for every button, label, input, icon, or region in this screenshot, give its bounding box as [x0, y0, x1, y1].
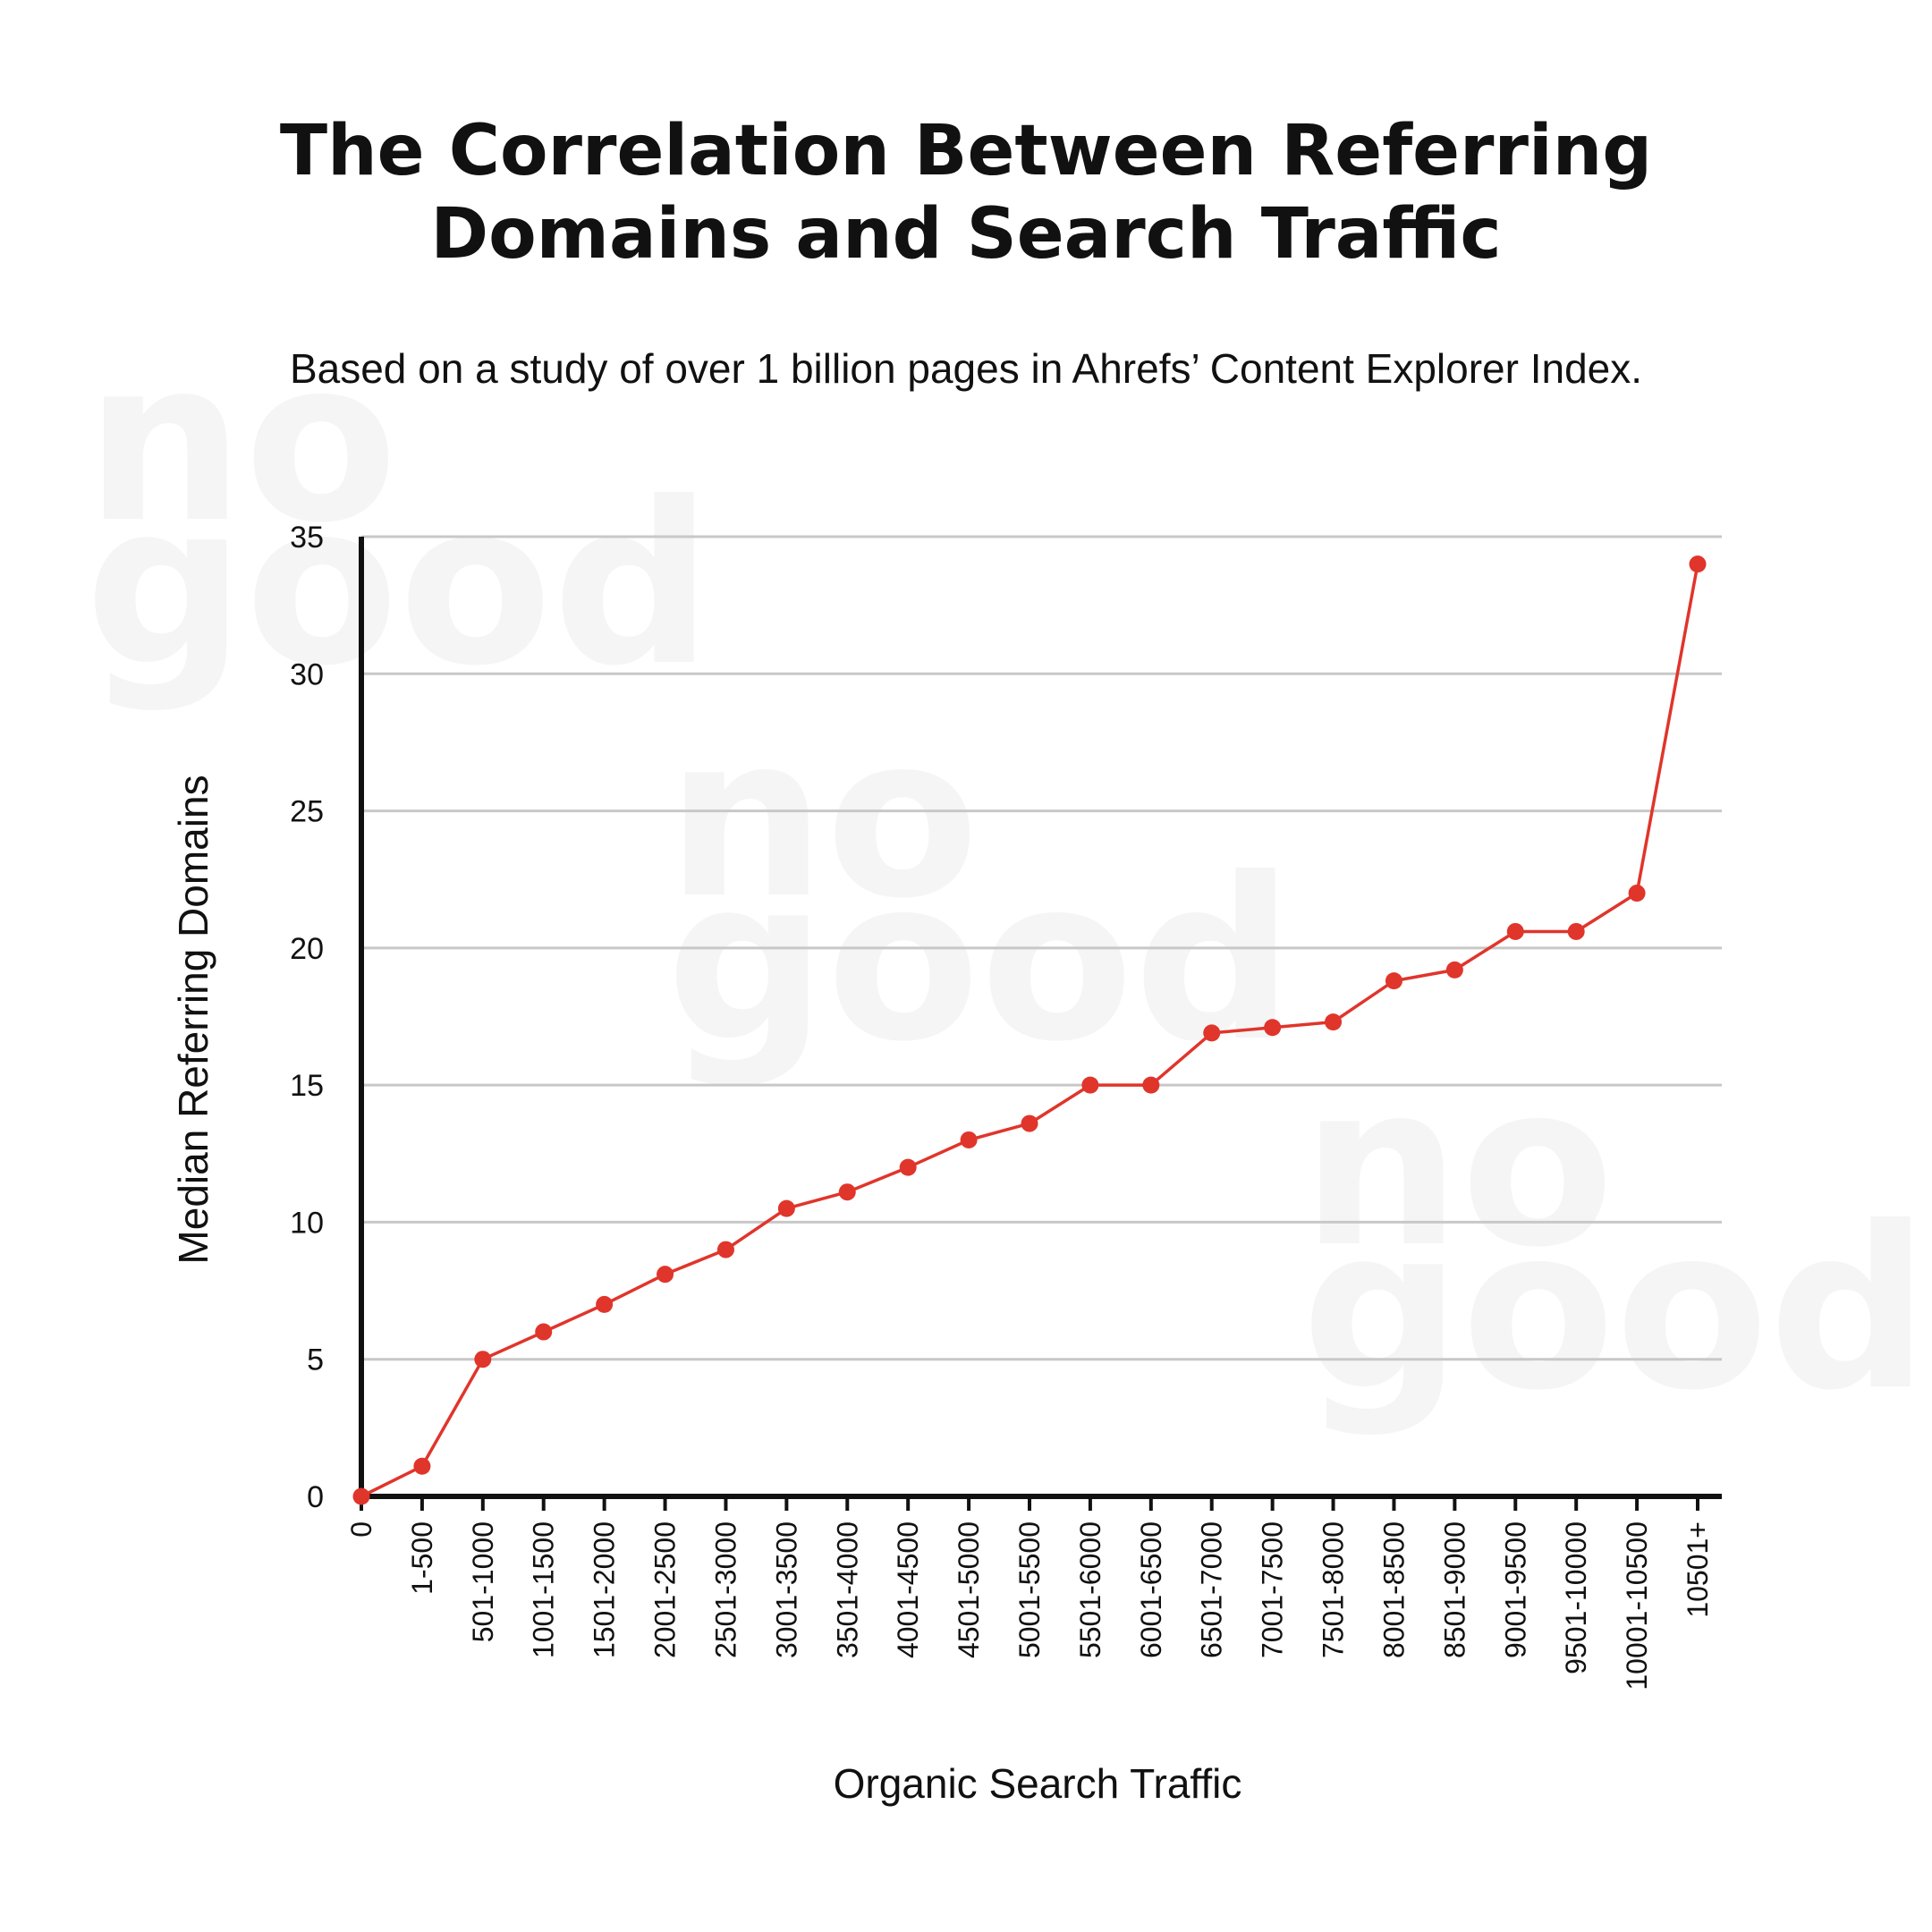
y-tick-label-25: 25	[290, 795, 324, 829]
watermark-good-0: good	[85, 454, 712, 715]
data-point-18	[1445, 961, 1463, 979]
watermark-no-0: no	[85, 311, 398, 572]
chart-title-line-2: Domains and Search Traffic	[430, 194, 1501, 275]
data-point-15	[1264, 1019, 1282, 1037]
y-tick-label-20: 20	[290, 932, 324, 966]
data-point-17	[1385, 972, 1402, 990]
gridlines	[361, 535, 1722, 1361]
axes	[359, 537, 1722, 1499]
y-tick-label-5: 5	[307, 1343, 324, 1377]
x-tick-label-11: 5001-5500	[1013, 1521, 1046, 1658]
x-tick-label-7: 3001-3500	[770, 1521, 802, 1658]
data-point-21	[1628, 885, 1646, 902]
data-point-16	[1325, 1013, 1343, 1031]
data-point-10	[960, 1131, 978, 1148]
x-tick-label-22: 10501+	[1682, 1521, 1714, 1618]
data-point-2	[474, 1351, 492, 1368]
x-tick-label-8: 3501-4000	[831, 1521, 863, 1658]
y-tick-label-15: 15	[290, 1069, 324, 1103]
x-tick-label-2: 501-1000	[467, 1521, 499, 1642]
watermark-no-1: no	[666, 687, 979, 947]
data-point-19	[1506, 922, 1524, 940]
x-tick-label-14: 6501-7000	[1196, 1521, 1228, 1658]
x-tick-label-9: 4001-4500	[892, 1521, 924, 1658]
x-tick-label-15: 7001-7500	[1257, 1521, 1289, 1658]
x-tick-label-3: 1001-1500	[528, 1521, 560, 1658]
series	[352, 555, 1707, 1505]
x-tick-label-21: 10001-10500	[1621, 1521, 1653, 1690]
x-tick-label-18: 8501-9000	[1438, 1521, 1470, 1658]
data-point-13	[1142, 1076, 1160, 1094]
x-tick-label-1: 1-500	[406, 1521, 438, 1595]
x-tick-label-19: 9001-9500	[1499, 1521, 1531, 1658]
data-point-8	[838, 1183, 856, 1201]
data-point-6	[716, 1241, 734, 1258]
data-point-0	[352, 1487, 370, 1505]
chart-title-line-1: The Correlation Between Referring	[280, 111, 1652, 191]
data-point-7	[777, 1199, 795, 1217]
x-tick-label-10: 4501-5000	[953, 1521, 985, 1658]
y-tick-label-10: 10	[290, 1206, 324, 1240]
x-axis-title: Organic Search Traffic	[834, 1760, 1242, 1807]
data-point-4	[596, 1295, 614, 1313]
x-tick-label-5: 2001-2500	[649, 1521, 682, 1658]
data-point-5	[657, 1266, 674, 1284]
watermark-good-1: good	[666, 830, 1293, 1090]
x-tick-label-20: 9501-10000	[1560, 1521, 1592, 1674]
data-point-22	[1689, 555, 1707, 573]
data-point-11	[1021, 1114, 1038, 1132]
y-axis-title: Median Referring Domains	[170, 775, 216, 1264]
chart-subtitle: Based on a study of over 1 billion pages…	[290, 345, 1642, 392]
x-tick-label-17: 8001-8500	[1377, 1521, 1410, 1658]
x-tick-label-16: 7501-8000	[1318, 1521, 1350, 1658]
y-tick-label-35: 35	[290, 521, 324, 555]
watermark-no-2: no	[1301, 1036, 1614, 1296]
x-tick-labels: 0 1-500 501-1000 1001-1500 1501-2000 2001-250…	[345, 1496, 1714, 1690]
watermark-good-2: good	[1301, 1179, 1928, 1439]
data-point-14	[1203, 1024, 1221, 1042]
data-point-20	[1567, 922, 1585, 940]
y-tick-label-0: 0	[307, 1480, 324, 1514]
data-point-3	[535, 1323, 553, 1341]
x-tick-label-6: 2501-3000	[709, 1521, 741, 1658]
data-point-9	[899, 1158, 917, 1176]
data-point-1	[413, 1457, 431, 1475]
y-tick-label-30: 30	[290, 657, 324, 691]
data-point-12	[1081, 1076, 1099, 1094]
x-tick-label-12: 5501-6000	[1074, 1521, 1106, 1658]
x-tick-label-0: 0	[345, 1521, 377, 1538]
x-tick-label-4: 1501-2000	[589, 1521, 621, 1658]
x-tick-label-13: 6001-6500	[1135, 1521, 1167, 1658]
y-tick-labels: 0 5 10 15 20 25 30 35	[290, 521, 324, 1514]
